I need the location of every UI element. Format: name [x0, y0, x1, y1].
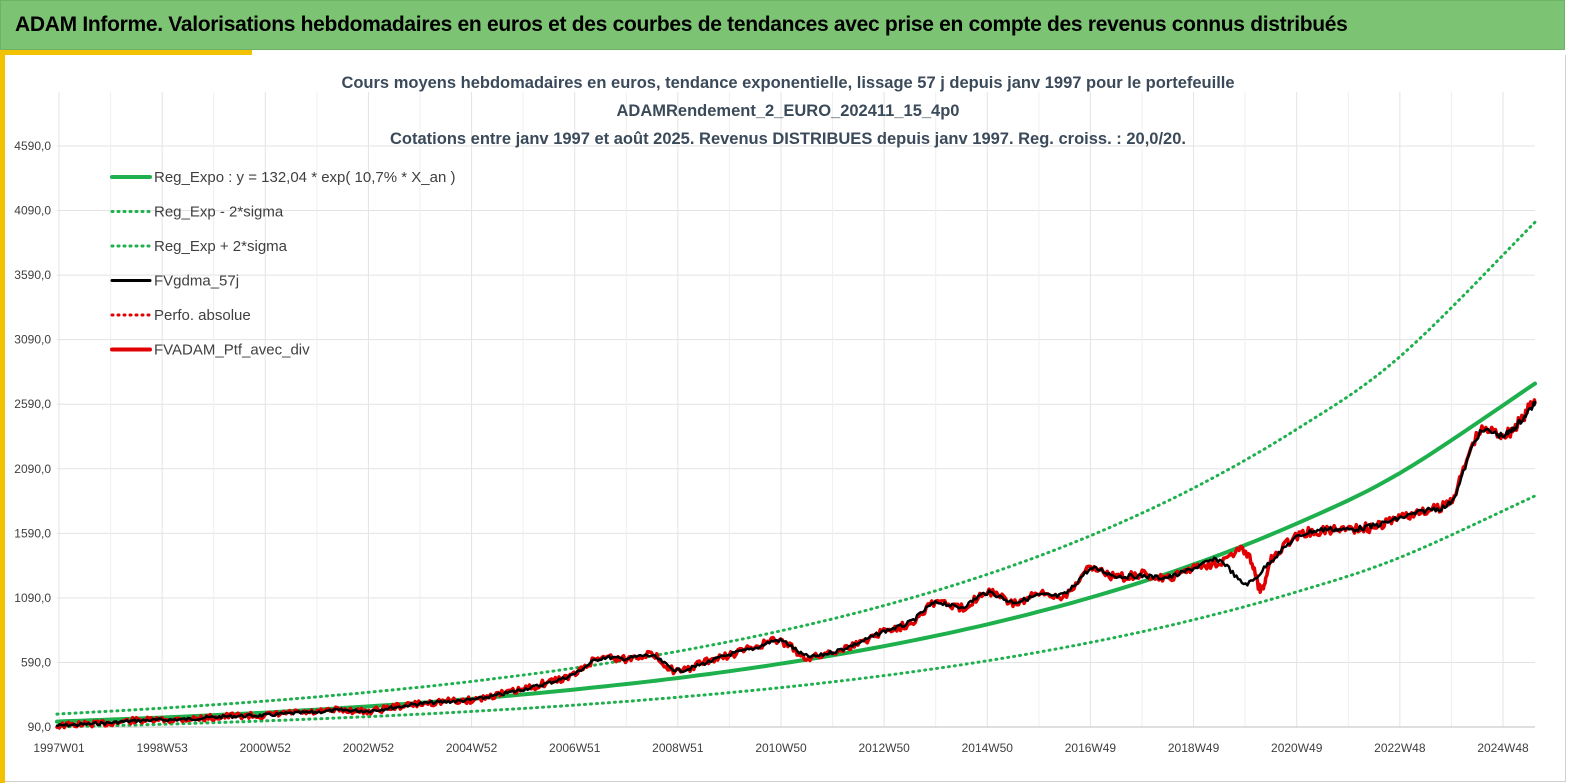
x-tick-label: 2006W51 [549, 741, 601, 755]
x-tick-label: 2022W48 [1374, 741, 1426, 755]
chart-title-line: Cotations entre janv 1997 et août 2025. … [390, 130, 1186, 148]
y-axis: 90,0 590,0 1090,0 1590,0 2090,0 2590,0 3090,0 3… [14, 139, 51, 734]
y-tick-label: 3590,0 [14, 268, 51, 282]
x-tick-label: 2004W52 [446, 741, 498, 755]
chart-title-line: ADAMRendement_2_EURO_202411_15_4p0 [616, 102, 959, 120]
series-reg-exp-plus-2sigma [55, 220, 1537, 716]
x-tick-label: 2014W50 [962, 741, 1014, 755]
x-tick-label: 2018W49 [1168, 741, 1220, 755]
legend-label: Reg_Exp + 2*sigma [154, 238, 288, 255]
y-tick-label: 1090,0 [14, 591, 51, 605]
chart-grid [57, 92, 1535, 728]
y-tick-label: 4090,0 [14, 204, 51, 218]
x-tick-label: 2002W52 [343, 741, 395, 755]
y-tick-label: 1590,0 [14, 526, 51, 540]
y-tick-label: 2090,0 [14, 462, 51, 476]
y-tick-label: 4590,0 [14, 139, 51, 153]
series-fvadam-ptf-avec-div [55, 398, 1537, 730]
x-tick-label: 1997W01 [33, 741, 85, 755]
series-reg-expo [55, 381, 1537, 724]
chart-title: Cours moyens hebdomadaires en euros, ten… [341, 74, 1234, 148]
accent-bar [0, 50, 252, 55]
chart-frame [5, 55, 1566, 782]
x-tick-label: 2016W49 [1065, 741, 1117, 755]
page-title: ADAM Informe. Valorisations hebdomadaire… [15, 13, 1348, 36]
y-tick-label: 3090,0 [14, 333, 51, 347]
x-tick-label: 2000W52 [240, 741, 292, 755]
chart-legend: Reg_Expo : y = 132,04 * exp( 10,7% * X_a… [110, 169, 455, 359]
y-tick-label: 2590,0 [14, 397, 51, 411]
x-tick-label: 2010W50 [755, 741, 807, 755]
chart-series [55, 220, 1537, 730]
x-tick-label: 1998W53 [136, 741, 188, 755]
legend-label: FVADAM_Ptf_avec_div [154, 342, 310, 359]
x-tick-label: 2008W51 [652, 741, 704, 755]
series-fvgdma-57j [55, 400, 1537, 728]
x-tick-label: 2024W48 [1477, 741, 1529, 755]
legend-label: FVgdma_57j [154, 273, 239, 290]
x-tick-label: 2012W50 [858, 741, 910, 755]
y-tick-label: 590,0 [21, 655, 51, 669]
legend-label: Reg_Expo : y = 132,04 * exp( 10,7% * X_a… [154, 169, 455, 186]
page-header: ADAM Informe. Valorisations hebdomadaire… [0, 0, 1565, 50]
y-tick-label: 90,0 [28, 720, 52, 734]
x-axis: 1997W01 1998W53 2000W52 2002W52 2004W52 2006W… [33, 726, 1535, 755]
legend-label: Reg_Exp - 2*sigma [154, 204, 284, 221]
series-reg-exp-minus-2sigma [55, 494, 1537, 729]
chart-title-line: Cours moyens hebdomadaires en euros, ten… [341, 74, 1234, 92]
legend-label: Perfo. absolue [154, 307, 251, 324]
x-tick-label: 2020W49 [1271, 741, 1323, 755]
accent-left-border [0, 50, 5, 783]
